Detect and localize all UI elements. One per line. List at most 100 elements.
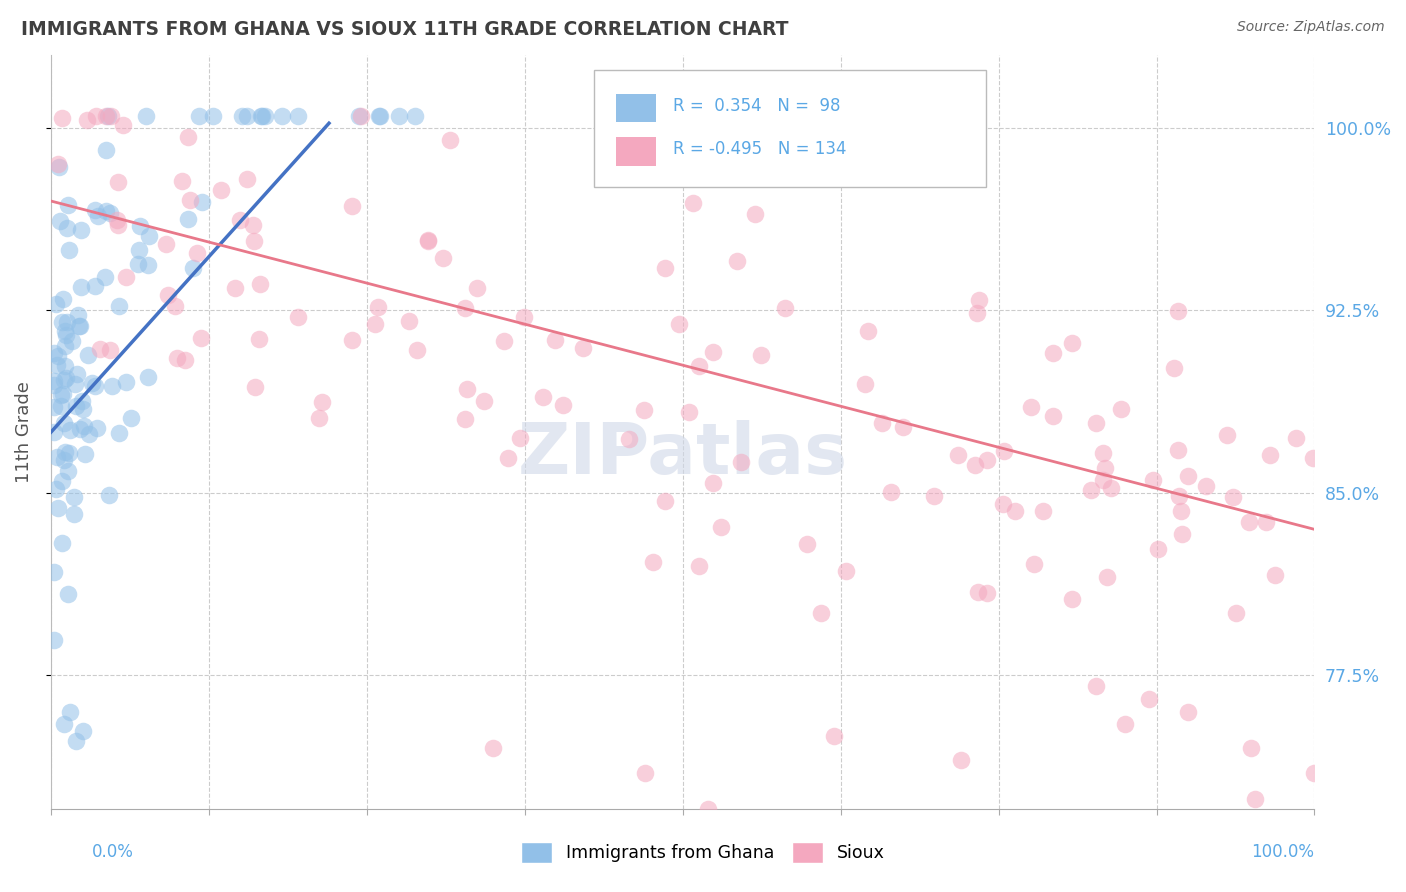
Point bbox=[89, 342, 111, 356]
Point bbox=[250, 109, 273, 123]
Point bbox=[63, 490, 86, 504]
Point bbox=[181, 261, 204, 276]
Point bbox=[188, 109, 211, 123]
Point bbox=[492, 334, 515, 348]
Point bbox=[1177, 469, 1199, 483]
Point bbox=[340, 333, 363, 347]
Point bbox=[363, 317, 385, 331]
Point bbox=[236, 172, 259, 186]
Point bbox=[72, 724, 94, 739]
Point bbox=[52, 292, 75, 306]
Point bbox=[84, 379, 107, 393]
Point bbox=[1095, 570, 1118, 584]
Point bbox=[163, 299, 186, 313]
Point bbox=[721, 127, 744, 141]
Point bbox=[453, 412, 475, 426]
Y-axis label: 11th Grade: 11th Grade bbox=[15, 381, 32, 483]
Point bbox=[967, 584, 990, 599]
Point bbox=[271, 109, 294, 123]
Point bbox=[86, 421, 108, 435]
Point bbox=[55, 371, 77, 385]
Point bbox=[135, 109, 157, 123]
Point bbox=[53, 445, 76, 459]
Point bbox=[42, 378, 65, 392]
Point bbox=[823, 729, 845, 743]
Point bbox=[654, 494, 676, 508]
Point bbox=[45, 450, 67, 464]
Point bbox=[1060, 335, 1083, 350]
Point bbox=[1147, 542, 1170, 557]
Point bbox=[55, 327, 77, 342]
Point bbox=[880, 484, 903, 499]
Point bbox=[224, 281, 246, 295]
Point bbox=[202, 109, 225, 123]
Point bbox=[115, 270, 138, 285]
Point bbox=[51, 535, 73, 549]
Point bbox=[749, 348, 772, 362]
Point bbox=[1177, 705, 1199, 719]
Point bbox=[84, 109, 107, 123]
Legend: Immigrants from Ghana, Sioux: Immigrants from Ghana, Sioux bbox=[515, 835, 891, 870]
Point bbox=[496, 451, 519, 466]
Text: ZIPatlas: ZIPatlas bbox=[517, 420, 848, 489]
Point bbox=[52, 717, 75, 731]
Point bbox=[70, 393, 93, 408]
Point bbox=[100, 343, 122, 357]
Point bbox=[368, 109, 391, 123]
Point bbox=[404, 109, 426, 123]
Point bbox=[83, 279, 105, 293]
FancyBboxPatch shape bbox=[616, 94, 657, 122]
Point bbox=[1084, 416, 1107, 430]
Point bbox=[56, 315, 79, 329]
Point bbox=[398, 313, 420, 327]
Point bbox=[1004, 504, 1026, 518]
Point bbox=[75, 447, 97, 461]
Point bbox=[509, 431, 531, 445]
Point bbox=[52, 373, 75, 387]
Point bbox=[59, 705, 82, 719]
Point bbox=[531, 390, 554, 404]
Point bbox=[79, 426, 101, 441]
Point bbox=[186, 245, 208, 260]
Point bbox=[94, 269, 117, 284]
Text: 100.0%: 100.0% bbox=[1251, 843, 1315, 861]
Point bbox=[834, 564, 856, 578]
Point bbox=[1254, 515, 1277, 529]
Point bbox=[101, 379, 124, 393]
Point bbox=[77, 348, 100, 362]
Point bbox=[710, 520, 733, 534]
Point bbox=[228, 213, 250, 227]
Point bbox=[60, 334, 83, 348]
Point bbox=[120, 410, 142, 425]
Point bbox=[1264, 568, 1286, 582]
Point bbox=[66, 367, 89, 381]
Point bbox=[69, 422, 91, 436]
Point bbox=[725, 253, 748, 268]
Point bbox=[311, 395, 333, 409]
Point bbox=[1239, 515, 1261, 529]
Point bbox=[190, 194, 212, 209]
Point bbox=[870, 417, 893, 431]
Point bbox=[991, 497, 1014, 511]
Point bbox=[209, 183, 232, 197]
Point bbox=[465, 281, 488, 295]
Text: Source: ZipAtlas.com: Source: ZipAtlas.com bbox=[1237, 20, 1385, 34]
Point bbox=[250, 109, 273, 123]
Point bbox=[993, 444, 1015, 458]
Point bbox=[94, 203, 117, 218]
Point bbox=[1171, 526, 1194, 541]
Point bbox=[157, 288, 180, 302]
Point bbox=[72, 402, 94, 417]
Point bbox=[367, 109, 389, 123]
Point bbox=[702, 344, 724, 359]
Point bbox=[249, 277, 271, 291]
FancyBboxPatch shape bbox=[595, 70, 986, 187]
Point bbox=[174, 353, 197, 368]
Point bbox=[48, 500, 70, 515]
Point bbox=[643, 555, 665, 569]
Point bbox=[128, 219, 150, 233]
Point bbox=[287, 109, 309, 123]
Point bbox=[63, 508, 86, 522]
Point bbox=[633, 402, 655, 417]
Point bbox=[138, 229, 160, 244]
